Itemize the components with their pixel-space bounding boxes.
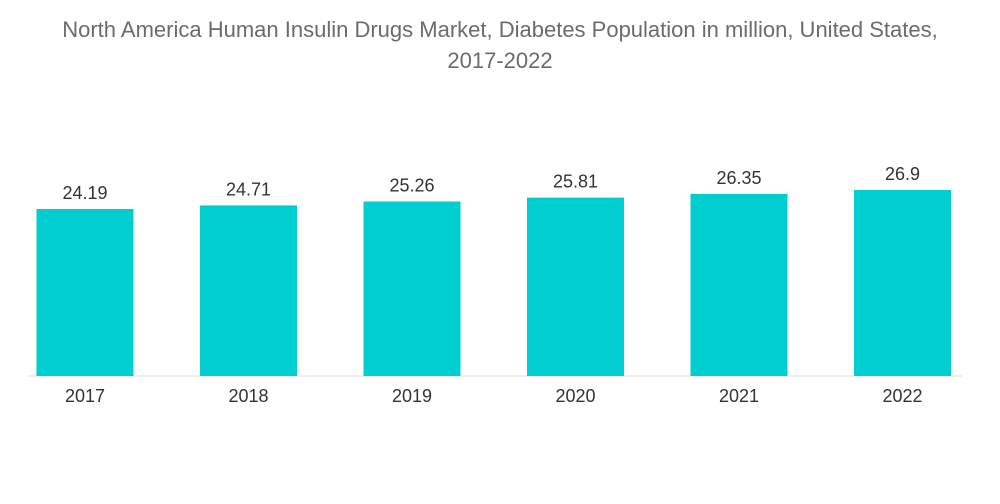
value-label-2019: 25.26 <box>389 176 434 196</box>
value-label-2018: 24.71 <box>226 179 271 199</box>
bar-2018 <box>200 205 297 376</box>
value-labels-group: 24.19 24.71 25.26 25.81 26.35 26.9 <box>62 164 920 203</box>
x-tick-label-2020: 2020 <box>555 386 595 406</box>
value-label-2022: 26.9 <box>885 164 920 184</box>
x-tick-label-2021: 2021 <box>719 386 759 406</box>
bars-group <box>36 190 951 376</box>
bar-2021 <box>690 193 788 376</box>
x-tick-labels-group: 2017 2018 2019 2020 2021 2022 <box>65 386 923 406</box>
chart-title-line-1: North America Human Insulin Drugs Market… <box>62 17 938 42</box>
bar-2020 <box>527 197 624 376</box>
x-tick-label-2017: 2017 <box>65 386 105 406</box>
value-label-2021: 26.35 <box>716 168 761 188</box>
chart-title: North America Human Insulin Drugs Market… <box>0 14 1000 76</box>
value-label-2017: 24.19 <box>62 183 107 203</box>
value-label-2020: 25.81 <box>553 172 598 192</box>
bar-2022 <box>854 190 951 376</box>
chart-title-line-2: 2017-2022 <box>447 48 553 73</box>
bar-2019 <box>363 201 461 376</box>
x-tick-label-2019: 2019 <box>392 386 432 406</box>
x-tick-label-2022: 2022 <box>882 386 922 406</box>
bar-2017 <box>36 209 134 376</box>
x-tick-label-2018: 2018 <box>228 386 268 406</box>
